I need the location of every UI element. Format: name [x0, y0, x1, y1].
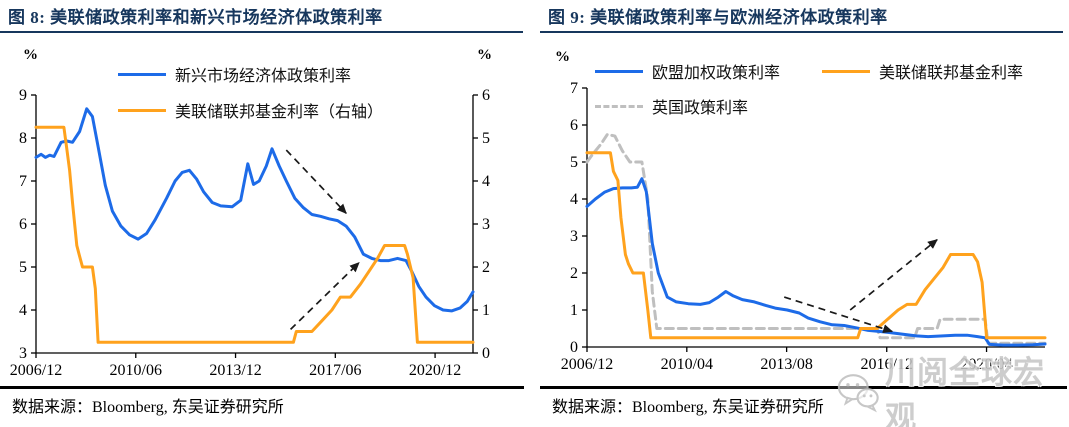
y-tick-label: 7	[570, 80, 578, 97]
y-tick-label: 1	[482, 302, 490, 319]
legend-item-eu-weighted-policy-rate: 欧盟加权政策利率	[595, 59, 780, 83]
figure-8-line-chart: 3 4 5 6 7 8 9 0 1 2 3 4 5 6 2006/12 2010/06 2013/12 2017/…	[10, 87, 490, 379]
x-tick-label: 2016/12	[861, 356, 913, 373]
y-tick-label: 7	[19, 173, 27, 190]
trend-arrow	[285, 149, 347, 214]
figure-divider	[0, 386, 524, 389]
series-line-em-policy-rate	[34, 107, 475, 313]
y-tick-label: 4	[19, 302, 27, 319]
figure-8-legend: 新兴市场经济体政策利率美联储联邦基金利率（右轴）	[118, 62, 383, 122]
y-tick-label: 5	[19, 259, 27, 276]
legend-swatch-fed-funds-rate	[822, 69, 871, 73]
y-tick-label: 5	[570, 154, 578, 171]
title-divider	[0, 31, 523, 33]
y-tick-label: 6	[19, 216, 27, 233]
legend-label: 美联储联邦基金利率	[879, 65, 1024, 82]
x-tick-label: 2010/04	[661, 356, 713, 373]
figure-9-title: 图 9: 美联储政策利率与欧洲经济体政策利率	[548, 8, 888, 27]
y-tick-label: 1	[570, 302, 578, 319]
data-source-note: 数据来源：Bloomberg, 东吴证券研究所	[12, 399, 284, 416]
x-tick-label: 2017/06	[309, 362, 361, 379]
x-tick-label: 2013/08	[760, 356, 812, 373]
y-tick-label: 6	[570, 117, 578, 134]
y-tick-label: 8	[19, 130, 27, 147]
legend-label: 新兴市场经济体政策利率	[175, 68, 352, 85]
left-axis-unit-label: %	[555, 49, 570, 65]
legend-item-fed-funds-rate: 美联储联邦基金利率	[822, 59, 1023, 83]
x-tick-label: 2020/12	[409, 362, 461, 379]
legend-swatch-eu-weighted-policy-rate	[595, 69, 643, 73]
series-line-fed-funds-rate	[34, 125, 475, 344]
legend-label: 美联储联邦基金利率（右轴）	[175, 104, 384, 121]
series-line-fed-funds-rate	[585, 151, 1047, 340]
x-tick-label: 2010/06	[110, 362, 162, 379]
series-line-eu-weighted-policy-rate	[585, 177, 1047, 347]
legend-label: 英国政策利率	[652, 100, 749, 117]
data-source-note: 数据来源：Bloomberg, 东吴证券研究所	[552, 399, 824, 416]
legend-item-uk-policy-rate: 英国政策利率	[595, 94, 748, 118]
figure-divider	[540, 386, 1067, 389]
x-tick-label: 2013/12	[209, 362, 261, 379]
figure-8-title: 图 8: 美联储政策利率和新兴市场经济体政策利率	[8, 8, 383, 27]
x-tick-label: 2006/12	[10, 362, 62, 379]
x-tick-label: 2006/12	[561, 356, 613, 373]
y-tick-label: 3	[19, 345, 27, 362]
trend-arrow	[783, 296, 894, 334]
trend-arrow	[289, 262, 360, 330]
y-tick-label: 2	[570, 265, 578, 282]
left-axis-unit-label: %	[23, 47, 38, 63]
y-tick-label: 5	[482, 130, 490, 147]
legend-label: 欧盟加权政策利率	[652, 65, 781, 82]
y-tick-label: 6	[482, 87, 490, 104]
figure-9-line-chart: 0 1 2 3 4 5 6 7 2006/12 2010/04 2013/08 2016/12 2020…	[561, 80, 1047, 373]
y-tick-label: 4	[482, 173, 490, 190]
y-tick-label: 3	[482, 216, 490, 233]
right-axis-unit-label: %	[477, 47, 492, 63]
figure-9-legend: 欧盟加权政策利率 美联储联邦基金利率英国政策利率	[595, 59, 1063, 118]
legend-item-fed-funds-rate: 美联储联邦基金利率（右轴）	[118, 98, 383, 122]
legend-swatch-em-policy-rate	[118, 72, 166, 76]
legend-swatch-uk-policy-rate	[595, 104, 643, 108]
x-tick-label: 2020/04	[960, 356, 1012, 373]
y-tick-label: 2	[482, 259, 490, 276]
series-line-uk-policy-rate	[585, 132, 1047, 345]
trend-arrow	[849, 239, 938, 311]
title-divider	[540, 31, 1063, 33]
y-tick-label: 0	[482, 345, 490, 362]
legend-item-em-policy-rate: 新兴市场经济体政策利率	[118, 62, 383, 86]
y-tick-label: 4	[570, 191, 578, 208]
legend-swatch-fed-funds-rate	[118, 108, 166, 112]
y-tick-label: 9	[19, 87, 27, 104]
y-tick-label: 3	[570, 228, 578, 245]
figure-9-panel: 图 9: 美联储政策利率与欧洲经济体政策利率 % 0 1 2 3 4 5 6 7 2006/12…	[535, 0, 1069, 427]
y-tick-label: 0	[570, 339, 578, 356]
